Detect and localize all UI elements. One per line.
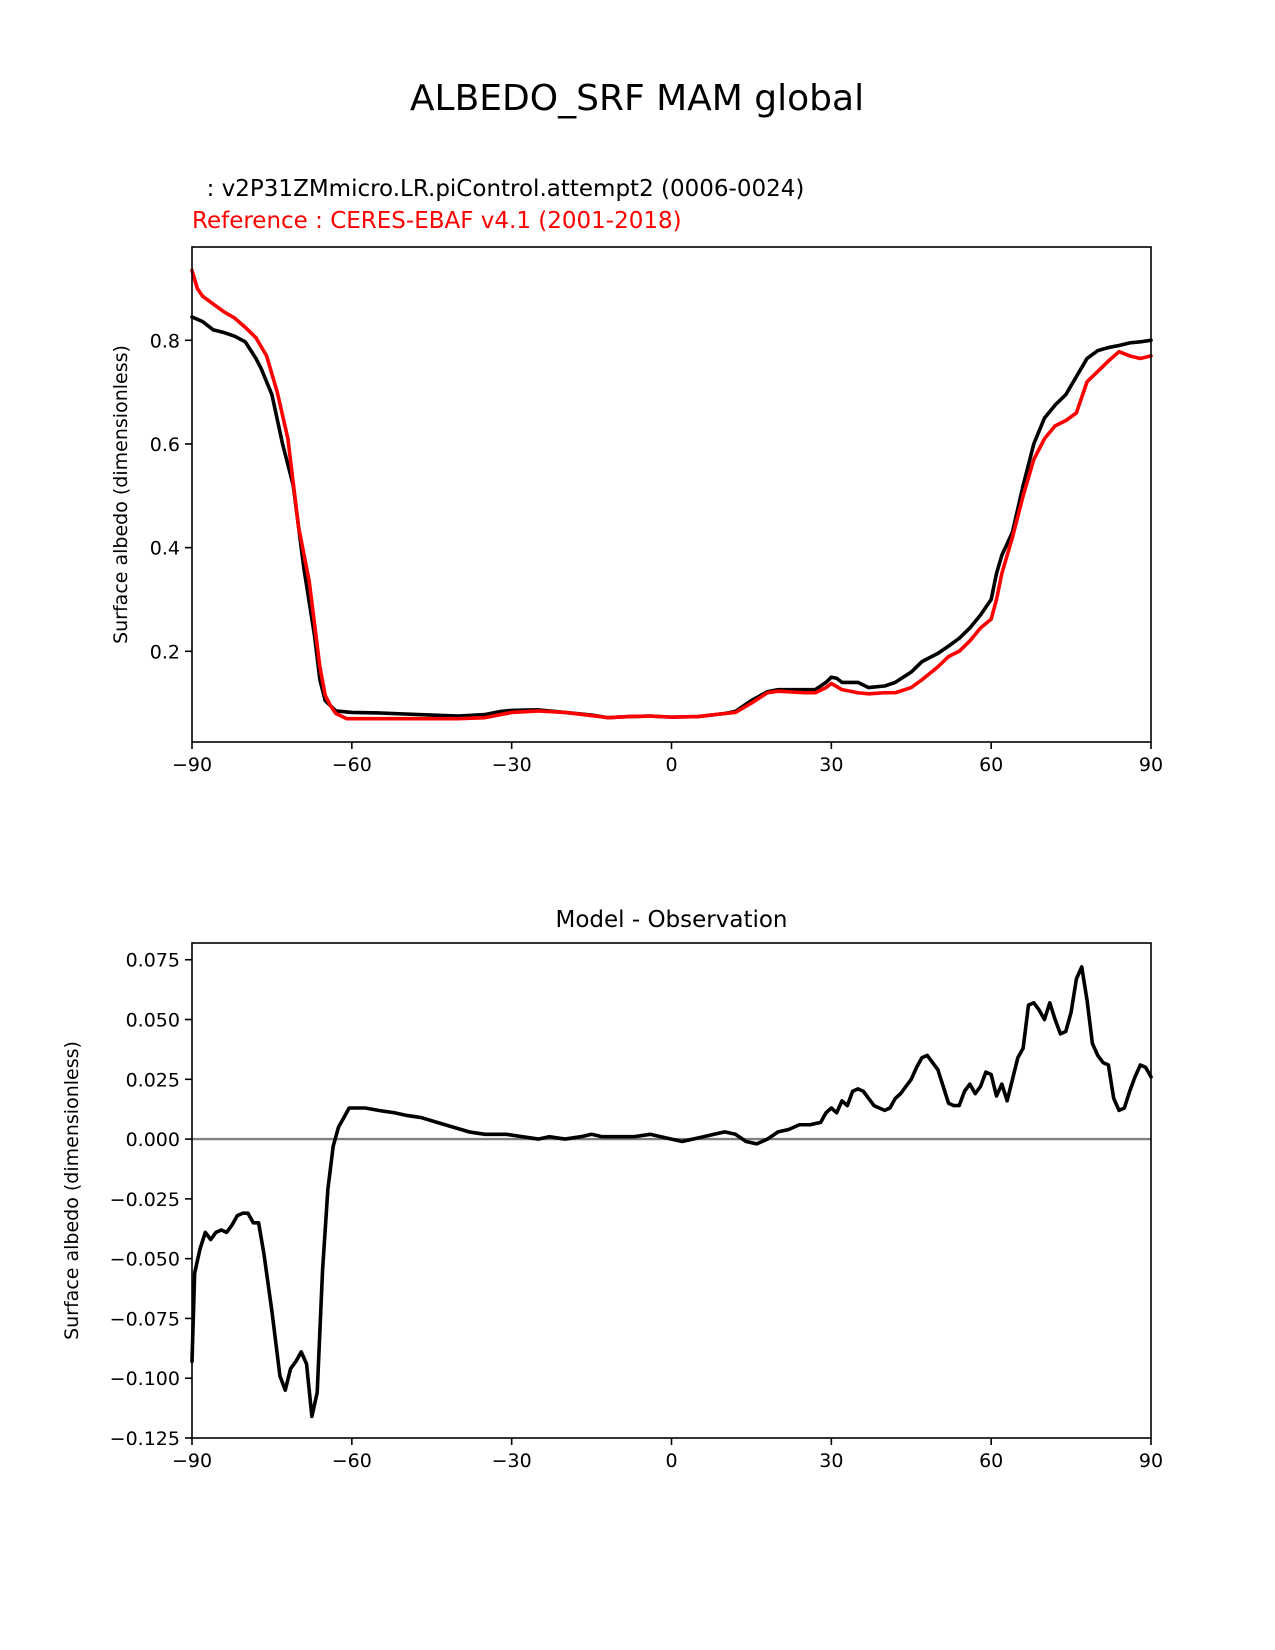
- bottom-y-tick-label: 0.000: [126, 1129, 180, 1151]
- top-plot-marks: [190, 268, 1153, 721]
- bottom-panel-title: Model - Observation: [555, 907, 787, 933]
- top-x-tick-label: 90: [1139, 754, 1163, 776]
- bottom-y-tick-label: −0.100: [110, 1368, 180, 1390]
- bottom-y-tick-label: 0.025: [126, 1069, 180, 1091]
- bottom-y-axis-label: Surface albedo (dimensionless): [61, 1041, 83, 1340]
- bottom-y-tick-label: 0.075: [126, 950, 180, 972]
- figure-title: ALBEDO_SRF MAM global: [410, 78, 864, 119]
- top-y-axis-label: Surface albedo (dimensionless): [110, 345, 132, 644]
- bottom-x-tick-label: 90: [1139, 1450, 1163, 1472]
- top-x-tick-label: −90: [172, 754, 212, 776]
- bottom-y-axis: 0.075 0.050 0.025 0.000 −0.025 −0.050 −0.075 −0…: [110, 950, 192, 1450]
- reference-dataset-label: Reference : CERES-EBAF v4.1 (2001-2018): [192, 208, 682, 234]
- top-series-line-1: [190, 268, 1153, 721]
- bottom-y-tick-label: −0.025: [110, 1189, 180, 1211]
- top-x-axis: −90 −60 −30 0 30 60 90: [172, 742, 1163, 776]
- bottom-x-axis: −90 −60 −30 0 30 60 90: [172, 1438, 1163, 1472]
- bottom-panel: Model - Observation −90 −60 −30 0 30 60 90 0.0…: [61, 907, 1163, 1472]
- top-y-tick-label: 0.2: [150, 641, 180, 663]
- top-panel: : v2P31ZMmicro.LR.piControl.attempt2 (00…: [110, 176, 1163, 776]
- bottom-x-tick-label: 30: [819, 1450, 843, 1472]
- bottom-series-line-0: [190, 965, 1153, 1419]
- top-y-tick-label: 0.6: [150, 434, 180, 456]
- top-x-tick-label: 30: [819, 754, 843, 776]
- top-x-tick-label: −30: [492, 754, 532, 776]
- bottom-y-tick-label: 0.050: [126, 1010, 180, 1032]
- test-dataset-label: : v2P31ZMmicro.LR.piControl.attempt2 (00…: [192, 176, 804, 202]
- bottom-y-tick-label: −0.075: [110, 1308, 180, 1330]
- bottom-x-tick-label: −30: [492, 1450, 532, 1472]
- top-x-tick-label: 60: [979, 754, 1003, 776]
- bottom-y-tick-label: −0.050: [110, 1249, 180, 1271]
- top-y-tick-label: 0.4: [150, 538, 180, 560]
- top-x-tick-label: 0: [665, 754, 677, 776]
- bottom-x-tick-label: −90: [172, 1450, 212, 1472]
- bottom-x-tick-label: 0: [665, 1450, 677, 1472]
- top-y-axis: 0.2 0.4 0.6 0.8: [150, 330, 192, 663]
- bottom-plot-marks: [190, 965, 1153, 1419]
- bottom-x-tick-label: −60: [332, 1450, 372, 1472]
- bottom-x-tick-label: 60: [979, 1450, 1003, 1472]
- top-x-tick-label: −60: [332, 754, 372, 776]
- top-y-tick-label: 0.8: [150, 330, 180, 352]
- bottom-y-tick-label: −0.125: [110, 1428, 180, 1450]
